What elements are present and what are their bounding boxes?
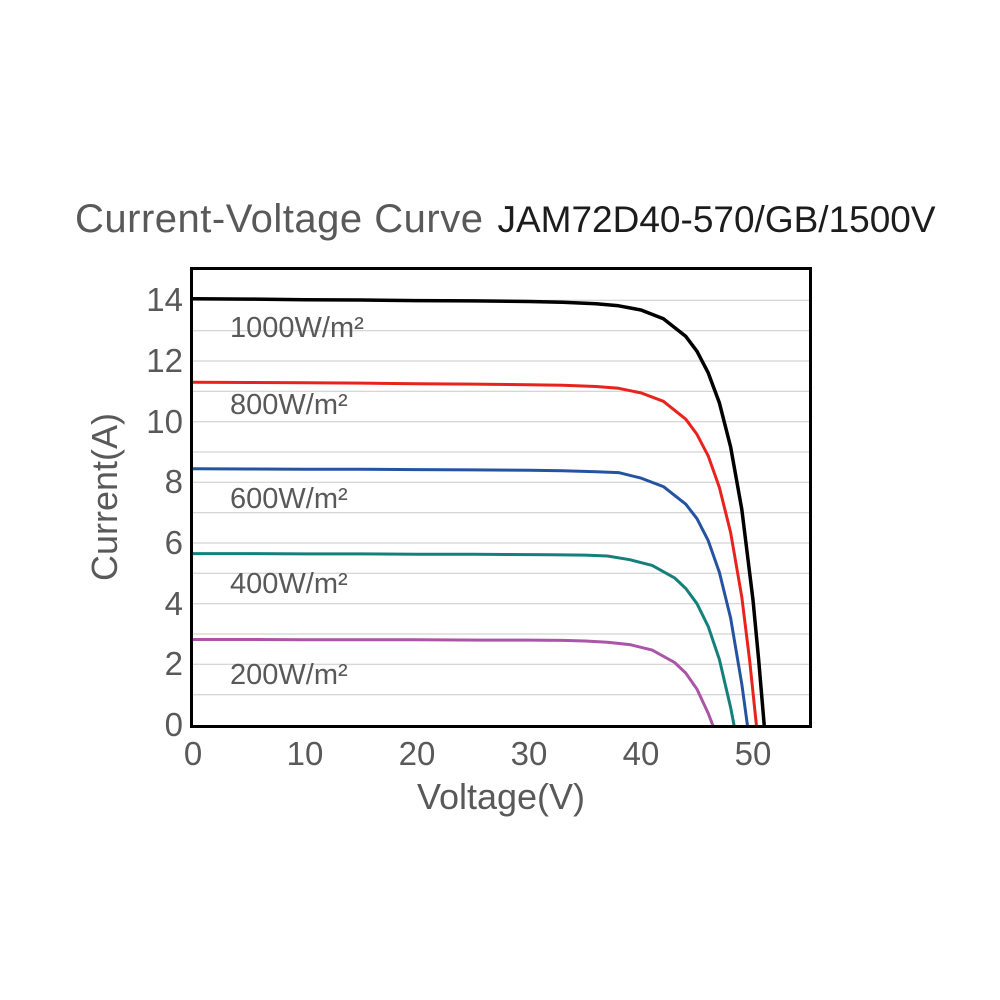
y-tick-label: 12 xyxy=(146,342,183,379)
plot-frame xyxy=(190,267,812,728)
series-label: 800W/m² xyxy=(230,389,348,421)
y-tick-label: 4 xyxy=(164,585,183,622)
y-tick-label: 0 xyxy=(164,706,183,743)
iv-curve-400Wm xyxy=(193,552,736,725)
y-tick-label: 8 xyxy=(164,463,183,500)
y-tick-label: 2 xyxy=(164,645,183,682)
y-tick-label: 6 xyxy=(164,524,183,561)
page-title: Current-Voltage Curve JAM72D40-570/GB/150… xyxy=(75,197,936,242)
chart-title: Current-Voltage Curve xyxy=(75,197,484,241)
model-number: JAM72D40-570/GB/1500V xyxy=(497,199,936,240)
plot-svg xyxy=(193,297,809,725)
x-tick-label: 20 xyxy=(398,735,436,772)
series-label: 400W/m² xyxy=(230,568,348,600)
x-axis-title: Voltage(V) xyxy=(416,776,586,817)
iv-curve-800Wm xyxy=(193,380,758,725)
x-tick-label: 30 xyxy=(510,735,548,772)
x-tick-label: 10 xyxy=(286,735,324,772)
iv-curve-200Wm xyxy=(193,638,715,725)
x-tick-label: 50 xyxy=(734,735,772,772)
y-tick-label: 14 xyxy=(146,281,183,318)
series-label: 200W/m² xyxy=(230,659,348,691)
iv-curve-1000Wm xyxy=(193,297,766,725)
y-tick-label: 10 xyxy=(146,403,183,440)
x-tick-label: 0 xyxy=(183,735,203,772)
x-tick-label: 40 xyxy=(622,735,660,772)
series-label: 1000W/m² xyxy=(230,312,364,344)
series-label: 600W/m² xyxy=(230,483,348,515)
iv-curve-600Wm xyxy=(193,467,749,725)
